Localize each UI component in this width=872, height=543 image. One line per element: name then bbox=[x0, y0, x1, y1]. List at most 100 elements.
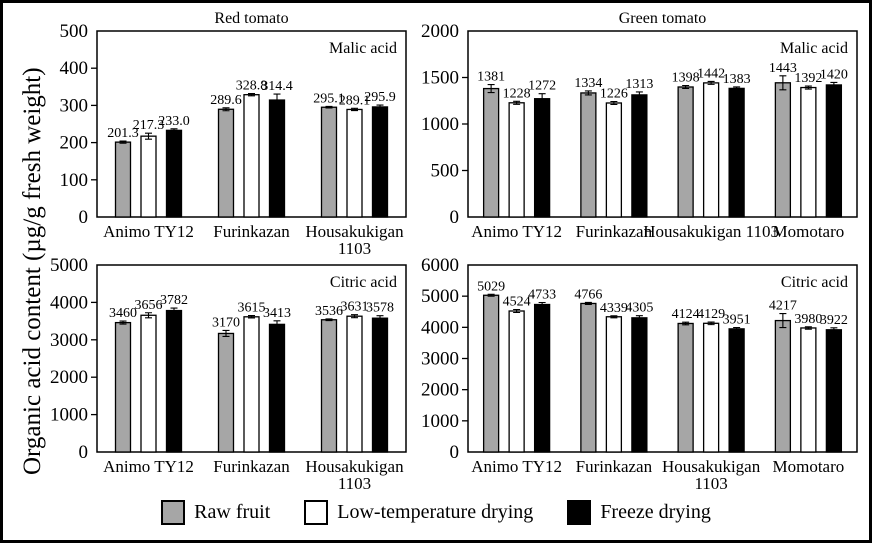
category-label: Animo TY12 bbox=[471, 222, 562, 241]
y-tick-label: 6000 bbox=[421, 255, 459, 276]
bar bbox=[631, 317, 648, 453]
value-label: 1272 bbox=[528, 79, 556, 94]
bar bbox=[533, 98, 551, 218]
bar bbox=[728, 328, 745, 453]
category-label: Furinkazan bbox=[213, 457, 290, 476]
category-label: Momotaro bbox=[772, 222, 844, 241]
category-label: Furinkazan bbox=[213, 222, 290, 241]
bar bbox=[140, 314, 157, 453]
value-label: 1392 bbox=[794, 71, 822, 86]
value-label: 4733 bbox=[528, 287, 556, 302]
category-label: Momotaro bbox=[772, 457, 844, 476]
chart-title: Green tomato bbox=[619, 10, 707, 27]
y-tick-label: 1000 bbox=[421, 114, 459, 135]
category-label: Animo TY12 bbox=[103, 222, 194, 241]
bar bbox=[702, 82, 720, 218]
value-label: 1226 bbox=[600, 86, 628, 101]
category-label: Housakukigan bbox=[662, 457, 761, 476]
legend-swatch-low-temperature-drying bbox=[304, 500, 329, 525]
bar bbox=[165, 309, 183, 453]
value-label: 314.4 bbox=[261, 79, 293, 94]
bar bbox=[243, 94, 260, 218]
value-label: 4766 bbox=[574, 287, 602, 302]
category-label: 1103 bbox=[694, 474, 727, 493]
legend-swatch-raw-fruit bbox=[161, 500, 186, 525]
value-label: 4124 bbox=[672, 307, 700, 322]
chart-red-tomato-citric-acid: 0 1000 2000 3000 4000 5000 Citric acid 3460 3170… bbox=[50, 255, 407, 493]
legend-item-low-temperature-drying: Low-temperature drying bbox=[304, 500, 533, 525]
category-label: Animo TY12 bbox=[471, 457, 562, 476]
value-label: 1313 bbox=[625, 77, 653, 92]
value-label: 4524 bbox=[503, 295, 531, 310]
legend: Raw fruit Low-temperature drying Freeze … bbox=[3, 500, 869, 525]
acid-type-label: Citric acid bbox=[330, 274, 397, 291]
error-bar bbox=[325, 318, 333, 322]
bar bbox=[580, 92, 597, 218]
error-bar bbox=[538, 301, 546, 308]
error-bar bbox=[325, 105, 333, 109]
error-bar bbox=[779, 313, 787, 329]
y-tick-label: 2000 bbox=[421, 380, 459, 401]
y-tick-label: 0 bbox=[450, 442, 460, 463]
bar bbox=[346, 315, 363, 453]
y-tick-label: 2000 bbox=[421, 21, 459, 42]
error-bar bbox=[487, 293, 495, 297]
bar bbox=[631, 94, 648, 218]
value-label: 4339 bbox=[600, 301, 628, 316]
y-tick-label: 500 bbox=[60, 21, 89, 42]
error-bar bbox=[119, 140, 127, 144]
error-bar bbox=[804, 85, 812, 90]
bar bbox=[677, 322, 694, 453]
bar bbox=[482, 87, 500, 218]
error-bar bbox=[273, 93, 281, 107]
chart-green-tomato-malic-acid: 0 500 1000 1500 2000 Green tomato Malic acid 13… bbox=[421, 10, 858, 241]
legend-label-low-temperature-drying: Low-temperature drying bbox=[337, 501, 534, 523]
bar bbox=[605, 102, 623, 218]
bar bbox=[825, 84, 843, 218]
error-bar bbox=[584, 90, 592, 96]
value-label: 3951 bbox=[723, 313, 751, 328]
error-bar bbox=[804, 326, 812, 330]
value-label: 1443 bbox=[769, 61, 797, 76]
y-tick-label: 4000 bbox=[421, 317, 459, 338]
error-bar bbox=[830, 81, 838, 89]
value-label: 295.9 bbox=[364, 90, 396, 105]
category-label: Furinkazan bbox=[576, 457, 653, 476]
bar bbox=[580, 302, 597, 453]
bar bbox=[677, 86, 694, 218]
y-tick-label: 0 bbox=[79, 207, 89, 228]
bar bbox=[243, 316, 260, 453]
error-bar bbox=[707, 321, 715, 326]
bar bbox=[371, 317, 389, 453]
category-label: 1103 bbox=[338, 474, 371, 493]
y-tick-label: 500 bbox=[431, 161, 460, 182]
bar bbox=[774, 82, 792, 218]
error-bar bbox=[610, 315, 618, 319]
bar bbox=[482, 294, 500, 453]
error-bar bbox=[351, 314, 358, 319]
error-bar bbox=[635, 315, 643, 321]
value-label: 1383 bbox=[723, 72, 751, 87]
error-bar bbox=[584, 301, 592, 306]
bar bbox=[728, 87, 745, 218]
bar bbox=[165, 129, 183, 218]
bar bbox=[346, 108, 363, 218]
error-bar bbox=[487, 84, 495, 94]
chart-title: Red tomato bbox=[214, 10, 288, 27]
y-tick-label: 1000 bbox=[421, 411, 459, 432]
error-bar bbox=[222, 329, 230, 337]
value-label: 3922 bbox=[820, 313, 848, 328]
y-tick-label: 0 bbox=[79, 442, 89, 463]
error-bar bbox=[635, 91, 643, 99]
error-bar bbox=[248, 315, 255, 319]
error-bar bbox=[145, 312, 152, 319]
category-label: Animo TY12 bbox=[103, 457, 194, 476]
value-label: 201.3 bbox=[107, 126, 139, 141]
legend-label-raw-fruit: Raw fruit bbox=[194, 501, 271, 523]
error-bar bbox=[779, 75, 787, 91]
y-tick-label: 5000 bbox=[421, 286, 459, 307]
bar bbox=[774, 319, 792, 453]
error-bar bbox=[830, 327, 838, 333]
bar bbox=[114, 321, 132, 453]
value-label: 4305 bbox=[625, 301, 653, 316]
